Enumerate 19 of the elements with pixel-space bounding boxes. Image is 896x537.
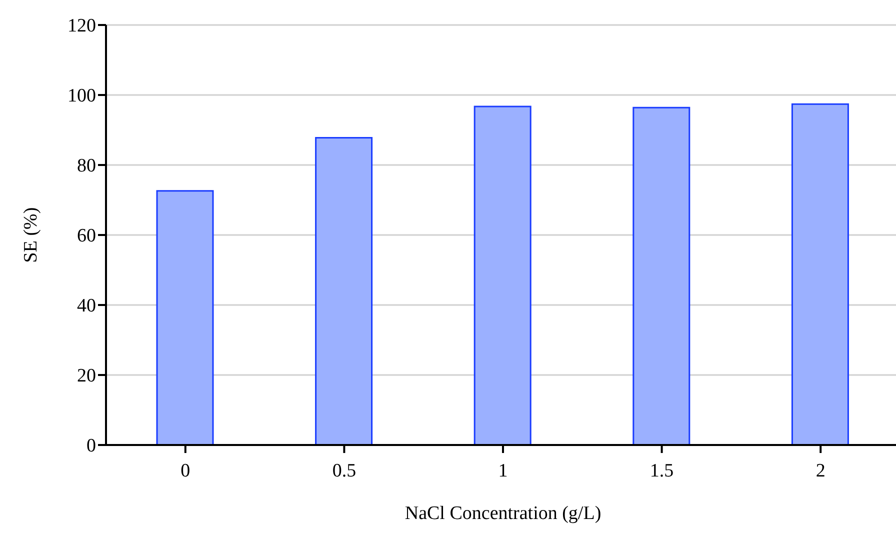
x-tick-label: 1 [498, 460, 508, 482]
y-tick-label: 120 [68, 16, 96, 37]
y-tick-label: 40 [77, 296, 96, 317]
bar [791, 103, 849, 445]
bar [315, 136, 373, 445]
y-tick-label: 100 [68, 86, 96, 107]
x-axis-title: NaCl Concentration (g/L) [404, 503, 602, 524]
x-tick-label: 2 [816, 460, 826, 482]
x-tick-label: 0 [180, 460, 190, 482]
y-tick-label: 60 [77, 226, 96, 247]
y-axis-title: SE (%) [20, 207, 42, 263]
bar [474, 106, 532, 445]
y-tick-label: 80 [77, 156, 96, 177]
bar [632, 106, 690, 445]
y-tick-label: 0 [86, 436, 96, 457]
x-tick-label: 0.5 [332, 460, 356, 482]
bar [156, 190, 214, 445]
x-tick-label: 1.5 [650, 460, 674, 482]
y-tick-label: 20 [77, 366, 96, 387]
